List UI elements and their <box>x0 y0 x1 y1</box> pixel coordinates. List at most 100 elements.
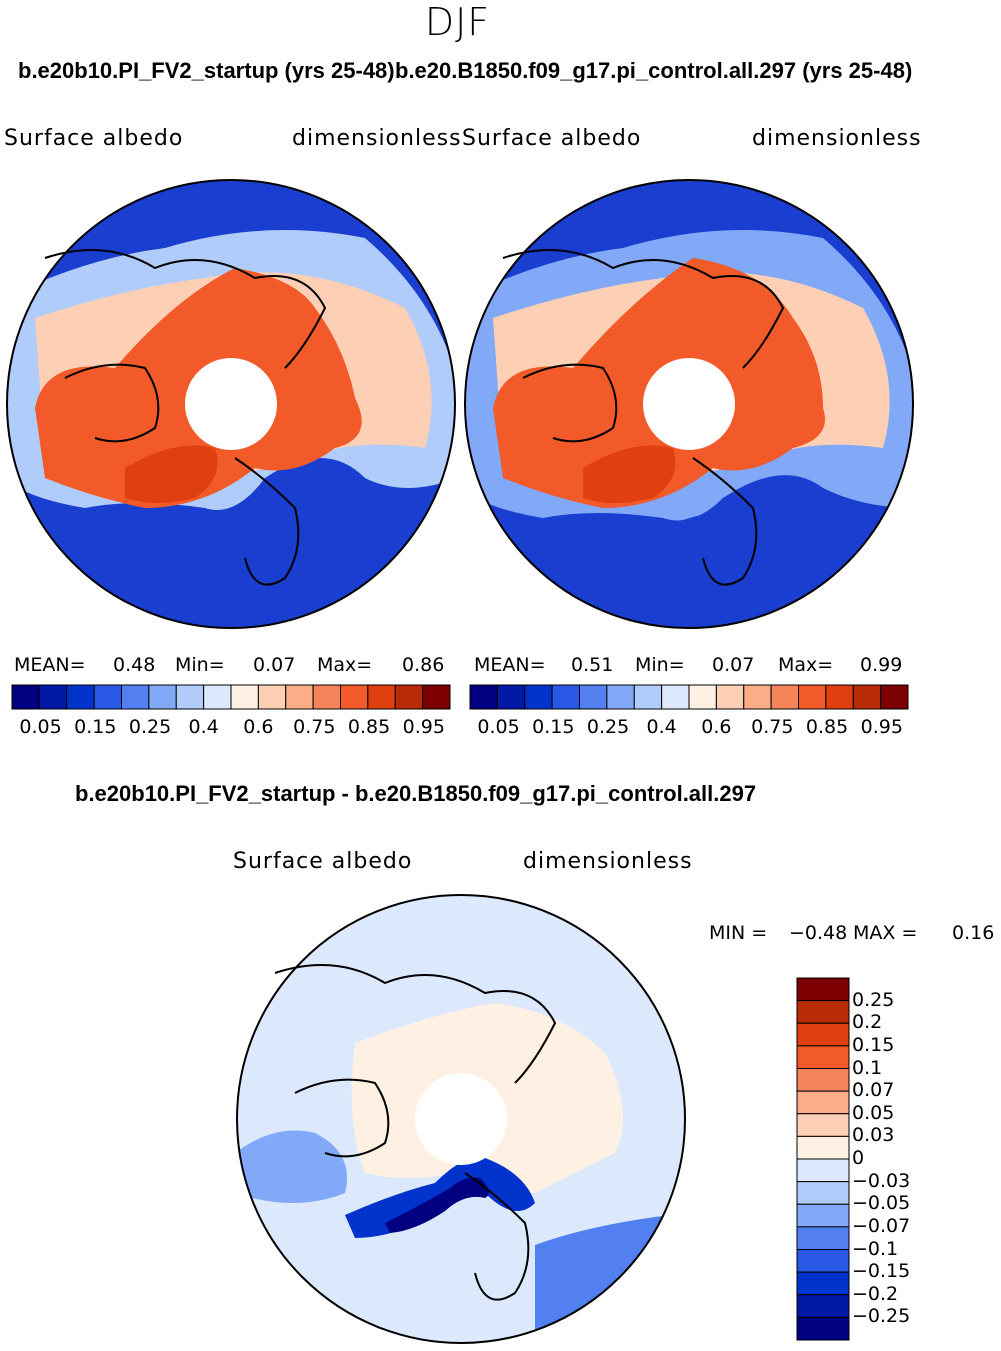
diff-variable-label: Surface albedo <box>233 849 413 874</box>
colorbar-swatch <box>661 684 690 710</box>
colorbar-swatch <box>796 1181 850 1205</box>
colorbar-tick-label: 0.15 <box>532 716 575 738</box>
map-fill-strongest-negative <box>385 1177 489 1233</box>
colorbar-swatch <box>880 684 909 710</box>
colorbar-tick-label: 0.6 <box>243 716 274 738</box>
left-variable-label: Surface albedo <box>4 126 184 151</box>
colorbar-tick-label: −0.03 <box>852 1169 911 1192</box>
colorbar-swatch <box>796 1158 850 1183</box>
colorbar-tick-label: 0.4 <box>646 716 677 738</box>
colorbar-swatch <box>796 1135 850 1160</box>
colorbar-tick-label: 0.25 <box>852 988 895 1011</box>
right-min-label: Min= <box>635 654 685 676</box>
colorbar-tick-label: 0 <box>852 1147 865 1169</box>
left-polar-map <box>6 179 456 629</box>
colorbar-swatch <box>524 684 553 710</box>
map-border <box>464 179 914 629</box>
colorbar-swatch <box>312 684 341 710</box>
colorbar-swatch <box>825 684 854 710</box>
diff-title: b.e20b10.PI_FV2_startup - b.e20.B1850.f0… <box>75 781 757 806</box>
colorbar-swatch <box>148 684 177 710</box>
colorbar-swatch <box>770 684 799 710</box>
coastline <box>692 457 758 586</box>
colorbar-swatch <box>469 684 498 710</box>
colorbar-swatch <box>121 684 150 710</box>
left-units-label: dimensionless <box>292 126 462 151</box>
right-polar-map <box>464 179 914 629</box>
colorbar-swatch <box>633 684 663 710</box>
diff-max-label: MAX = <box>853 922 918 944</box>
colorbar-tick-label: −0.25 <box>852 1305 911 1328</box>
colorbar-tick-label: 0.15 <box>74 716 117 738</box>
left-colorbar <box>11 684 451 710</box>
colorbar-swatch <box>340 684 369 710</box>
diff-min-value: −0.48 <box>789 922 848 944</box>
colorbar-swatch <box>11 684 40 710</box>
left-min-value: 0.07 <box>253 654 296 676</box>
colorbar-swatch <box>796 1226 850 1250</box>
pole-hole <box>643 358 735 450</box>
right-mean-label: MEAN= <box>474 654 546 676</box>
coastline <box>274 964 557 1084</box>
diff-min-label: MIN = <box>709 922 768 944</box>
left-min-label: Min= <box>175 654 225 676</box>
right-max-value: 0.99 <box>860 654 903 676</box>
colorbar-swatch <box>796 1294 850 1318</box>
colorbar-swatch <box>796 1249 850 1273</box>
diff-polar-map <box>236 894 686 1344</box>
right-colorbar <box>469 684 909 710</box>
season-label: DJF <box>424 0 491 44</box>
left-mean-label: MEAN= <box>14 654 86 676</box>
right-variable-label: Surface albedo <box>462 126 642 151</box>
colorbar-tick-label: 0.95 <box>402 716 445 738</box>
colorbar-swatch <box>66 684 95 710</box>
colorbar-swatch <box>796 1022 850 1047</box>
coastline <box>44 249 327 369</box>
colorbar-swatch <box>422 684 451 710</box>
colorbar-swatch <box>367 684 396 710</box>
colorbar-tick-label: 0.75 <box>751 716 794 738</box>
diff-units-label: dimensionless <box>523 849 693 874</box>
colorbar-tick-label: −0.07 <box>852 1214 911 1237</box>
coastline <box>234 457 300 586</box>
colorbar-tick-label: 0.05 <box>19 716 62 738</box>
colorbar-tick-label: 0.05 <box>852 1101 895 1124</box>
colorbar-swatch <box>796 1271 850 1296</box>
colorbar-swatch <box>796 1068 850 1092</box>
left-max-label: Max= <box>317 654 373 676</box>
left-max-value: 0.86 <box>402 654 445 676</box>
colorbar-swatch <box>796 1045 850 1069</box>
colorbar-swatch <box>394 684 424 710</box>
colorbar-swatch <box>715 684 745 710</box>
right-max-label: Max= <box>778 654 834 676</box>
colorbar-tick-label: 0.15 <box>852 1033 895 1056</box>
map-border <box>236 894 686 1344</box>
colorbar-tick-label: 0.6 <box>701 716 732 738</box>
diff-colorbar <box>796 977 850 1341</box>
right-mean-value: 0.51 <box>571 654 614 676</box>
colorbar-swatch <box>796 1090 850 1115</box>
map-border <box>6 179 456 629</box>
map-fill-dark-orange <box>125 445 218 503</box>
colorbar-swatch <box>606 684 635 710</box>
coastline <box>522 363 618 443</box>
colorbar-swatch <box>579 684 608 710</box>
colorbar-swatch <box>796 1113 850 1137</box>
map-fill-dark-orange <box>583 445 676 503</box>
colorbar-tick-label: 0.25 <box>586 716 630 738</box>
colorbar-tick-label: −0.15 <box>852 1260 911 1283</box>
coastline <box>502 249 785 369</box>
left-mean-value: 0.48 <box>113 654 156 676</box>
colorbar-swatch <box>285 684 314 710</box>
colorbar-tick-label: 0.05 <box>477 716 520 738</box>
colorbar-swatch <box>796 1203 850 1228</box>
pole-hole <box>185 358 277 450</box>
colorbar-swatch <box>175 684 205 710</box>
colorbar-tick-label: 0.2 <box>852 1011 883 1034</box>
diff-max-value: 0.16 <box>952 922 995 944</box>
colorbar-tick-label: 0.1 <box>852 1056 883 1079</box>
colorbar-swatch <box>551 684 580 710</box>
right-min-value: 0.07 <box>712 654 755 676</box>
colorbar-tick-label: 0.85 <box>805 716 849 738</box>
colorbar-swatch <box>796 1000 850 1024</box>
